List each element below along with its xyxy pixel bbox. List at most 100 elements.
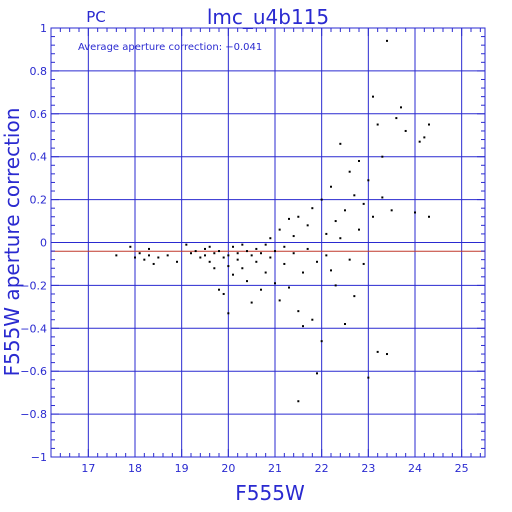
- data-point: [166, 254, 169, 257]
- data-point: [395, 117, 398, 120]
- data-point: [316, 372, 318, 375]
- data-point: [400, 106, 402, 109]
- data-point: [372, 215, 374, 218]
- data-point: [278, 228, 281, 231]
- data-point: [204, 247, 206, 250]
- data-point: [423, 136, 426, 139]
- y-tick-label: −0.6: [20, 365, 47, 378]
- data-point: [250, 254, 253, 257]
- data-point: [115, 254, 118, 257]
- data-point: [306, 247, 309, 250]
- data-point: [302, 271, 304, 274]
- data-point: [381, 196, 384, 199]
- data-point: [390, 209, 393, 212]
- data-point: [283, 245, 286, 248]
- data-point: [227, 254, 230, 257]
- data-point: [255, 247, 258, 250]
- data-point: [404, 129, 407, 132]
- data-point: [367, 376, 370, 379]
- data-point: [152, 262, 155, 265]
- data-point: [288, 286, 290, 289]
- data-point: [236, 252, 239, 255]
- data-point: [148, 254, 150, 257]
- data-point: [199, 256, 202, 259]
- data-point: [330, 185, 332, 188]
- data-point: [428, 123, 430, 126]
- data-point: [274, 250, 276, 253]
- data-point: [353, 194, 356, 197]
- data-point: [386, 353, 388, 356]
- data-point: [227, 265, 230, 268]
- x-tick-label: 18: [128, 462, 142, 475]
- data-point: [339, 237, 342, 240]
- data-point: [372, 95, 374, 98]
- data-point: [278, 299, 281, 302]
- y-tick-label: 0.6: [30, 108, 48, 121]
- x-tick-label: 19: [175, 462, 189, 475]
- data-point: [344, 323, 346, 326]
- y-tick-label: 0.4: [30, 151, 48, 164]
- data-point: [204, 254, 206, 257]
- data-point: [297, 215, 300, 218]
- data-point: [218, 250, 220, 253]
- data-point: [208, 245, 211, 248]
- data-point: [302, 325, 304, 328]
- data-point: [306, 224, 309, 227]
- data-point: [292, 235, 295, 238]
- data-point: [358, 228, 360, 231]
- data-point: [320, 198, 323, 201]
- y-tick-label: 0.8: [30, 65, 48, 78]
- data-point: [232, 245, 234, 248]
- data-point: [255, 260, 258, 263]
- data-point: [334, 284, 337, 287]
- data-point: [274, 282, 276, 285]
- data-point: [311, 318, 314, 321]
- grid-lines: [51, 27, 485, 458]
- x-axis-label: F555W: [235, 481, 305, 505]
- data-point: [330, 269, 332, 272]
- data-point: [362, 202, 365, 205]
- data-point: [325, 232, 328, 235]
- x-tick-label: 17: [81, 462, 95, 475]
- data-point: [339, 142, 342, 145]
- data-point: [232, 273, 234, 276]
- data-point: [367, 179, 370, 182]
- data-point: [297, 400, 300, 403]
- data-point: [227, 312, 230, 315]
- y-tick-label: 0.2: [30, 194, 48, 207]
- data-point: [316, 260, 318, 263]
- data-point: [134, 256, 136, 259]
- data-point: [362, 262, 365, 265]
- data-point: [246, 250, 248, 253]
- chart-title: lmc_u4b115: [207, 5, 329, 29]
- data-point: [190, 252, 192, 255]
- annotation-text: Average aperture correction: −0.041: [78, 42, 262, 53]
- data-point: [185, 243, 188, 246]
- data-point: [348, 170, 351, 173]
- y-tick-labels: −1 −0.8 −0.6 −0.4 −0.2 0 0.2 0.4 0.6 0.8 1: [20, 22, 47, 464]
- tick-marks: [50, 27, 485, 458]
- data-point: [376, 123, 379, 126]
- x-tick-labels: 17 18 19 20 21 22 23 24 25: [81, 462, 468, 475]
- x-tick-label: 22: [315, 462, 329, 475]
- data-point: [283, 262, 286, 265]
- data-point: [213, 267, 216, 270]
- x-tick-label: 20: [221, 462, 235, 475]
- data-point: [288, 217, 290, 220]
- x-tick-label: 24: [408, 462, 422, 475]
- data-point: [348, 258, 351, 261]
- data-point: [381, 155, 384, 158]
- data-point: [143, 258, 146, 261]
- data-points: [115, 39, 430, 403]
- data-point: [176, 260, 178, 263]
- data-point: [148, 247, 150, 250]
- data-point: [222, 256, 225, 259]
- data-point: [218, 288, 220, 291]
- reference-lines: [51, 242, 485, 252]
- data-point: [311, 207, 314, 210]
- y-tick-label: −0.4: [20, 322, 47, 335]
- data-point: [213, 252, 216, 255]
- data-point: [297, 310, 300, 313]
- data-point: [260, 288, 262, 291]
- data-point: [260, 252, 262, 255]
